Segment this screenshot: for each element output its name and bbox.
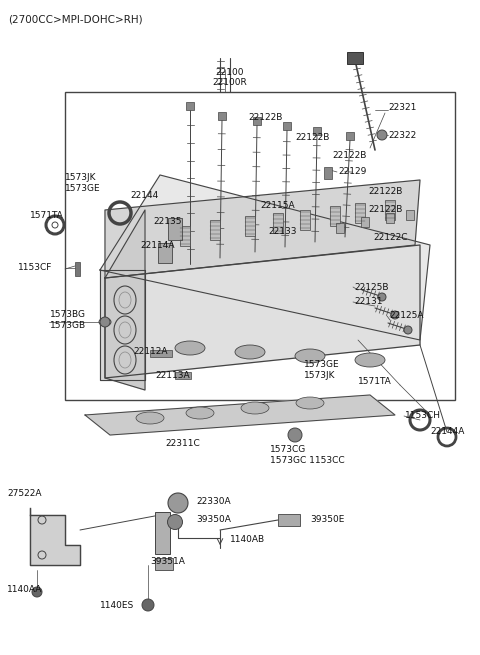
- Bar: [300, 210, 310, 230]
- Ellipse shape: [355, 353, 385, 367]
- Polygon shape: [105, 180, 420, 278]
- Bar: [330, 206, 340, 226]
- Ellipse shape: [168, 493, 188, 513]
- Text: 1140AA: 1140AA: [7, 586, 42, 595]
- Text: 22114A: 22114A: [140, 240, 175, 250]
- Polygon shape: [100, 270, 145, 380]
- Polygon shape: [105, 245, 420, 378]
- Text: (2700CC>MPI-DOHC>RH): (2700CC>MPI-DOHC>RH): [8, 14, 143, 24]
- Bar: [273, 213, 283, 233]
- Bar: [155, 558, 173, 570]
- Text: 22122B: 22122B: [368, 206, 402, 214]
- Bar: [283, 122, 291, 130]
- Text: 1153CH: 1153CH: [405, 411, 441, 421]
- Ellipse shape: [186, 407, 214, 419]
- Text: 22321: 22321: [388, 103, 416, 113]
- Text: 1153CF: 1153CF: [18, 263, 52, 272]
- Text: 22131: 22131: [354, 297, 383, 307]
- Text: 22322: 22322: [388, 130, 416, 140]
- Text: 22125A: 22125A: [389, 312, 423, 320]
- Bar: [65, 92, 455, 400]
- Circle shape: [52, 222, 58, 228]
- Bar: [253, 117, 261, 125]
- Bar: [75, 262, 80, 276]
- Polygon shape: [30, 508, 80, 565]
- Text: 1573GE
1573JK: 1573GE 1573JK: [304, 360, 340, 380]
- Text: 22125B: 22125B: [354, 282, 388, 291]
- Text: 22122B: 22122B: [295, 132, 329, 141]
- Text: 22115A: 22115A: [260, 200, 295, 210]
- Circle shape: [142, 599, 154, 611]
- Text: 22135: 22135: [153, 217, 181, 227]
- Ellipse shape: [136, 412, 164, 424]
- Text: 1573CG
1573GC 1153CC: 1573CG 1573GC 1153CC: [270, 445, 345, 464]
- Bar: [150, 350, 172, 357]
- Text: 22113A: 22113A: [155, 371, 190, 381]
- Bar: [210, 220, 220, 240]
- Bar: [347, 52, 363, 64]
- Bar: [245, 216, 255, 236]
- Bar: [346, 132, 354, 140]
- Circle shape: [404, 326, 412, 334]
- Text: 1573JK
1573GE: 1573JK 1573GE: [65, 174, 101, 193]
- Text: 22122B: 22122B: [368, 187, 402, 196]
- Bar: [355, 203, 365, 223]
- Text: 39350A: 39350A: [196, 514, 231, 523]
- Text: 22311C: 22311C: [165, 438, 200, 447]
- Bar: [158, 243, 172, 263]
- Text: 22122B: 22122B: [332, 151, 366, 160]
- Circle shape: [288, 428, 302, 442]
- Text: 1571TA: 1571TA: [358, 377, 392, 386]
- Bar: [385, 200, 395, 220]
- Bar: [155, 512, 170, 554]
- Polygon shape: [85, 395, 395, 435]
- Bar: [336, 223, 344, 233]
- Text: 22122B: 22122B: [248, 113, 282, 122]
- Text: 1140AB: 1140AB: [230, 534, 265, 544]
- Bar: [324, 167, 332, 179]
- Bar: [278, 514, 300, 526]
- Text: 22144A: 22144A: [430, 428, 464, 436]
- Text: 27522A: 27522A: [7, 489, 41, 498]
- Circle shape: [100, 317, 110, 327]
- Text: 1571TA: 1571TA: [30, 210, 64, 219]
- Bar: [361, 217, 369, 227]
- Text: 22100
22100R: 22100 22100R: [213, 68, 247, 87]
- Bar: [313, 127, 321, 135]
- Ellipse shape: [295, 349, 325, 363]
- Circle shape: [32, 587, 42, 597]
- Circle shape: [391, 311, 399, 319]
- Ellipse shape: [296, 397, 324, 409]
- Text: 22129: 22129: [338, 168, 366, 176]
- Text: 22133: 22133: [268, 227, 297, 236]
- Ellipse shape: [168, 514, 182, 529]
- Ellipse shape: [175, 341, 205, 355]
- Bar: [386, 213, 394, 223]
- Polygon shape: [100, 175, 430, 340]
- Text: 39350E: 39350E: [310, 514, 344, 523]
- Bar: [218, 112, 226, 120]
- Text: 1140ES: 1140ES: [100, 601, 134, 610]
- Circle shape: [377, 130, 387, 140]
- Text: 1573BG
1573GB: 1573BG 1573GB: [50, 310, 86, 329]
- Ellipse shape: [235, 345, 265, 359]
- Bar: [168, 218, 182, 240]
- Circle shape: [378, 293, 386, 301]
- Ellipse shape: [241, 402, 269, 414]
- Text: 39351A: 39351A: [150, 557, 185, 567]
- Polygon shape: [105, 210, 145, 390]
- Text: 22122C: 22122C: [373, 233, 408, 242]
- Bar: [186, 102, 194, 110]
- Bar: [406, 210, 414, 220]
- Bar: [180, 226, 190, 246]
- Text: 22144: 22144: [130, 191, 158, 200]
- Text: 22330A: 22330A: [196, 498, 230, 506]
- Text: 22112A: 22112A: [133, 348, 168, 356]
- Bar: [175, 372, 191, 379]
